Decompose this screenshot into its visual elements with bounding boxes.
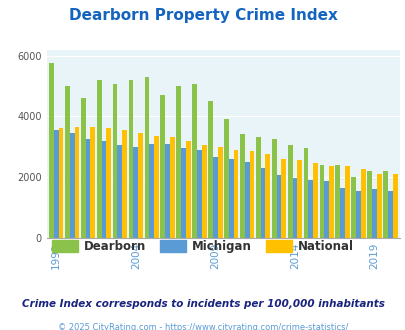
Bar — [122, 130, 127, 238]
Bar — [106, 128, 111, 238]
Bar — [58, 128, 63, 238]
Text: Crime Index corresponds to incidents per 100,000 inhabitants: Crime Index corresponds to incidents per… — [21, 299, 384, 309]
Bar — [308, 180, 312, 238]
Bar — [217, 147, 222, 238]
Bar — [113, 84, 117, 238]
Bar — [138, 133, 143, 238]
Bar — [154, 136, 158, 238]
Bar — [165, 144, 170, 238]
Bar — [328, 166, 333, 238]
Bar — [360, 169, 365, 238]
Bar — [350, 177, 355, 238]
Bar — [255, 138, 260, 238]
Bar — [339, 187, 344, 238]
Bar — [201, 145, 206, 238]
Bar — [185, 141, 190, 238]
Bar — [392, 174, 396, 238]
Bar — [382, 171, 387, 238]
Bar — [265, 154, 270, 238]
Bar — [367, 171, 371, 238]
Bar — [170, 138, 174, 238]
Bar — [312, 163, 317, 238]
Bar — [287, 145, 292, 238]
Bar — [233, 149, 238, 238]
Bar — [70, 133, 75, 238]
Bar — [292, 179, 296, 238]
Bar — [144, 77, 149, 238]
Legend: Dearborn, Michigan, National: Dearborn, Michigan, National — [47, 236, 358, 258]
Bar — [128, 80, 133, 238]
Bar — [101, 141, 106, 238]
Bar — [160, 95, 165, 238]
Bar — [249, 151, 254, 238]
Bar — [324, 182, 328, 238]
Bar — [371, 189, 376, 238]
Bar — [335, 165, 339, 238]
Text: Dearborn Property Crime Index: Dearborn Property Crime Index — [68, 8, 337, 23]
Text: © 2025 CityRating.com - https://www.cityrating.com/crime-statistics/: © 2025 CityRating.com - https://www.city… — [58, 323, 347, 330]
Bar — [281, 159, 286, 238]
Bar — [181, 148, 185, 238]
Bar — [239, 134, 244, 238]
Bar — [192, 84, 196, 238]
Bar — [90, 127, 95, 238]
Bar — [208, 101, 213, 238]
Bar — [296, 160, 301, 238]
Bar — [196, 149, 201, 238]
Bar — [276, 176, 281, 238]
Bar — [213, 157, 217, 238]
Bar — [319, 165, 324, 238]
Bar — [85, 139, 90, 238]
Bar — [260, 168, 265, 238]
Bar — [387, 190, 392, 238]
Bar — [303, 148, 308, 238]
Bar — [133, 147, 138, 238]
Bar — [176, 86, 181, 238]
Bar — [49, 63, 54, 238]
Bar — [117, 145, 122, 238]
Bar — [224, 119, 228, 238]
Bar — [228, 159, 233, 238]
Bar — [244, 162, 249, 238]
Bar — [271, 139, 276, 238]
Bar — [75, 127, 79, 238]
Bar — [81, 98, 85, 238]
Bar — [149, 144, 154, 238]
Bar — [65, 86, 70, 238]
Bar — [355, 190, 360, 238]
Bar — [376, 174, 381, 238]
Bar — [54, 130, 58, 238]
Bar — [344, 166, 349, 238]
Bar — [96, 80, 101, 238]
